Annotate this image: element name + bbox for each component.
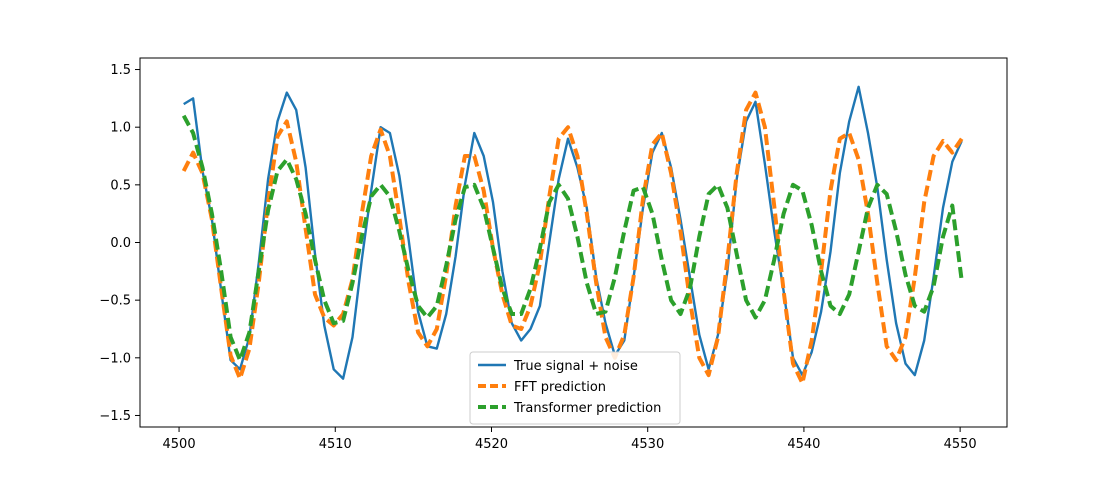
series-line-transformer-prediction (181, 114, 964, 363)
legend-label-fft: FFT prediction (514, 380, 606, 395)
series-line-true-signal (183, 85, 963, 380)
x-tick-label: 4520 (475, 437, 508, 452)
x-tick-label: 4500 (163, 437, 196, 452)
y-tick-label: −0.5 (99, 294, 131, 309)
y-tick-label: 1.5 (110, 63, 131, 78)
y-tick-label: −1.0 (99, 351, 131, 366)
series-layer (181, 85, 964, 386)
legend-label-transformer: Transformer prediction (513, 401, 661, 416)
plot-frame (139, 57, 1008, 428)
x-tick-label: 4510 (319, 437, 352, 452)
x-tick-label: 4540 (787, 437, 820, 452)
series-line-fft-prediction (181, 90, 964, 386)
y-tick-label: 0.5 (110, 178, 131, 193)
axis-ticks: 4500 4510 4520 4530 4540 4550 −1.5 −1.0 −0.5 0.0 0… (99, 63, 976, 452)
x-tick-label: 4550 (944, 437, 977, 452)
legend-box (469, 351, 681, 425)
y-tick-label: 1.0 (110, 121, 131, 136)
y-tick-label: −1.5 (99, 409, 131, 424)
legend-label-true-signal: True signal + noise (513, 359, 638, 374)
legend: True signal + noise FFT prediction Trans… (469, 351, 681, 425)
x-tick-label: 4530 (631, 437, 664, 452)
y-tick-label: 0.0 (110, 236, 131, 251)
